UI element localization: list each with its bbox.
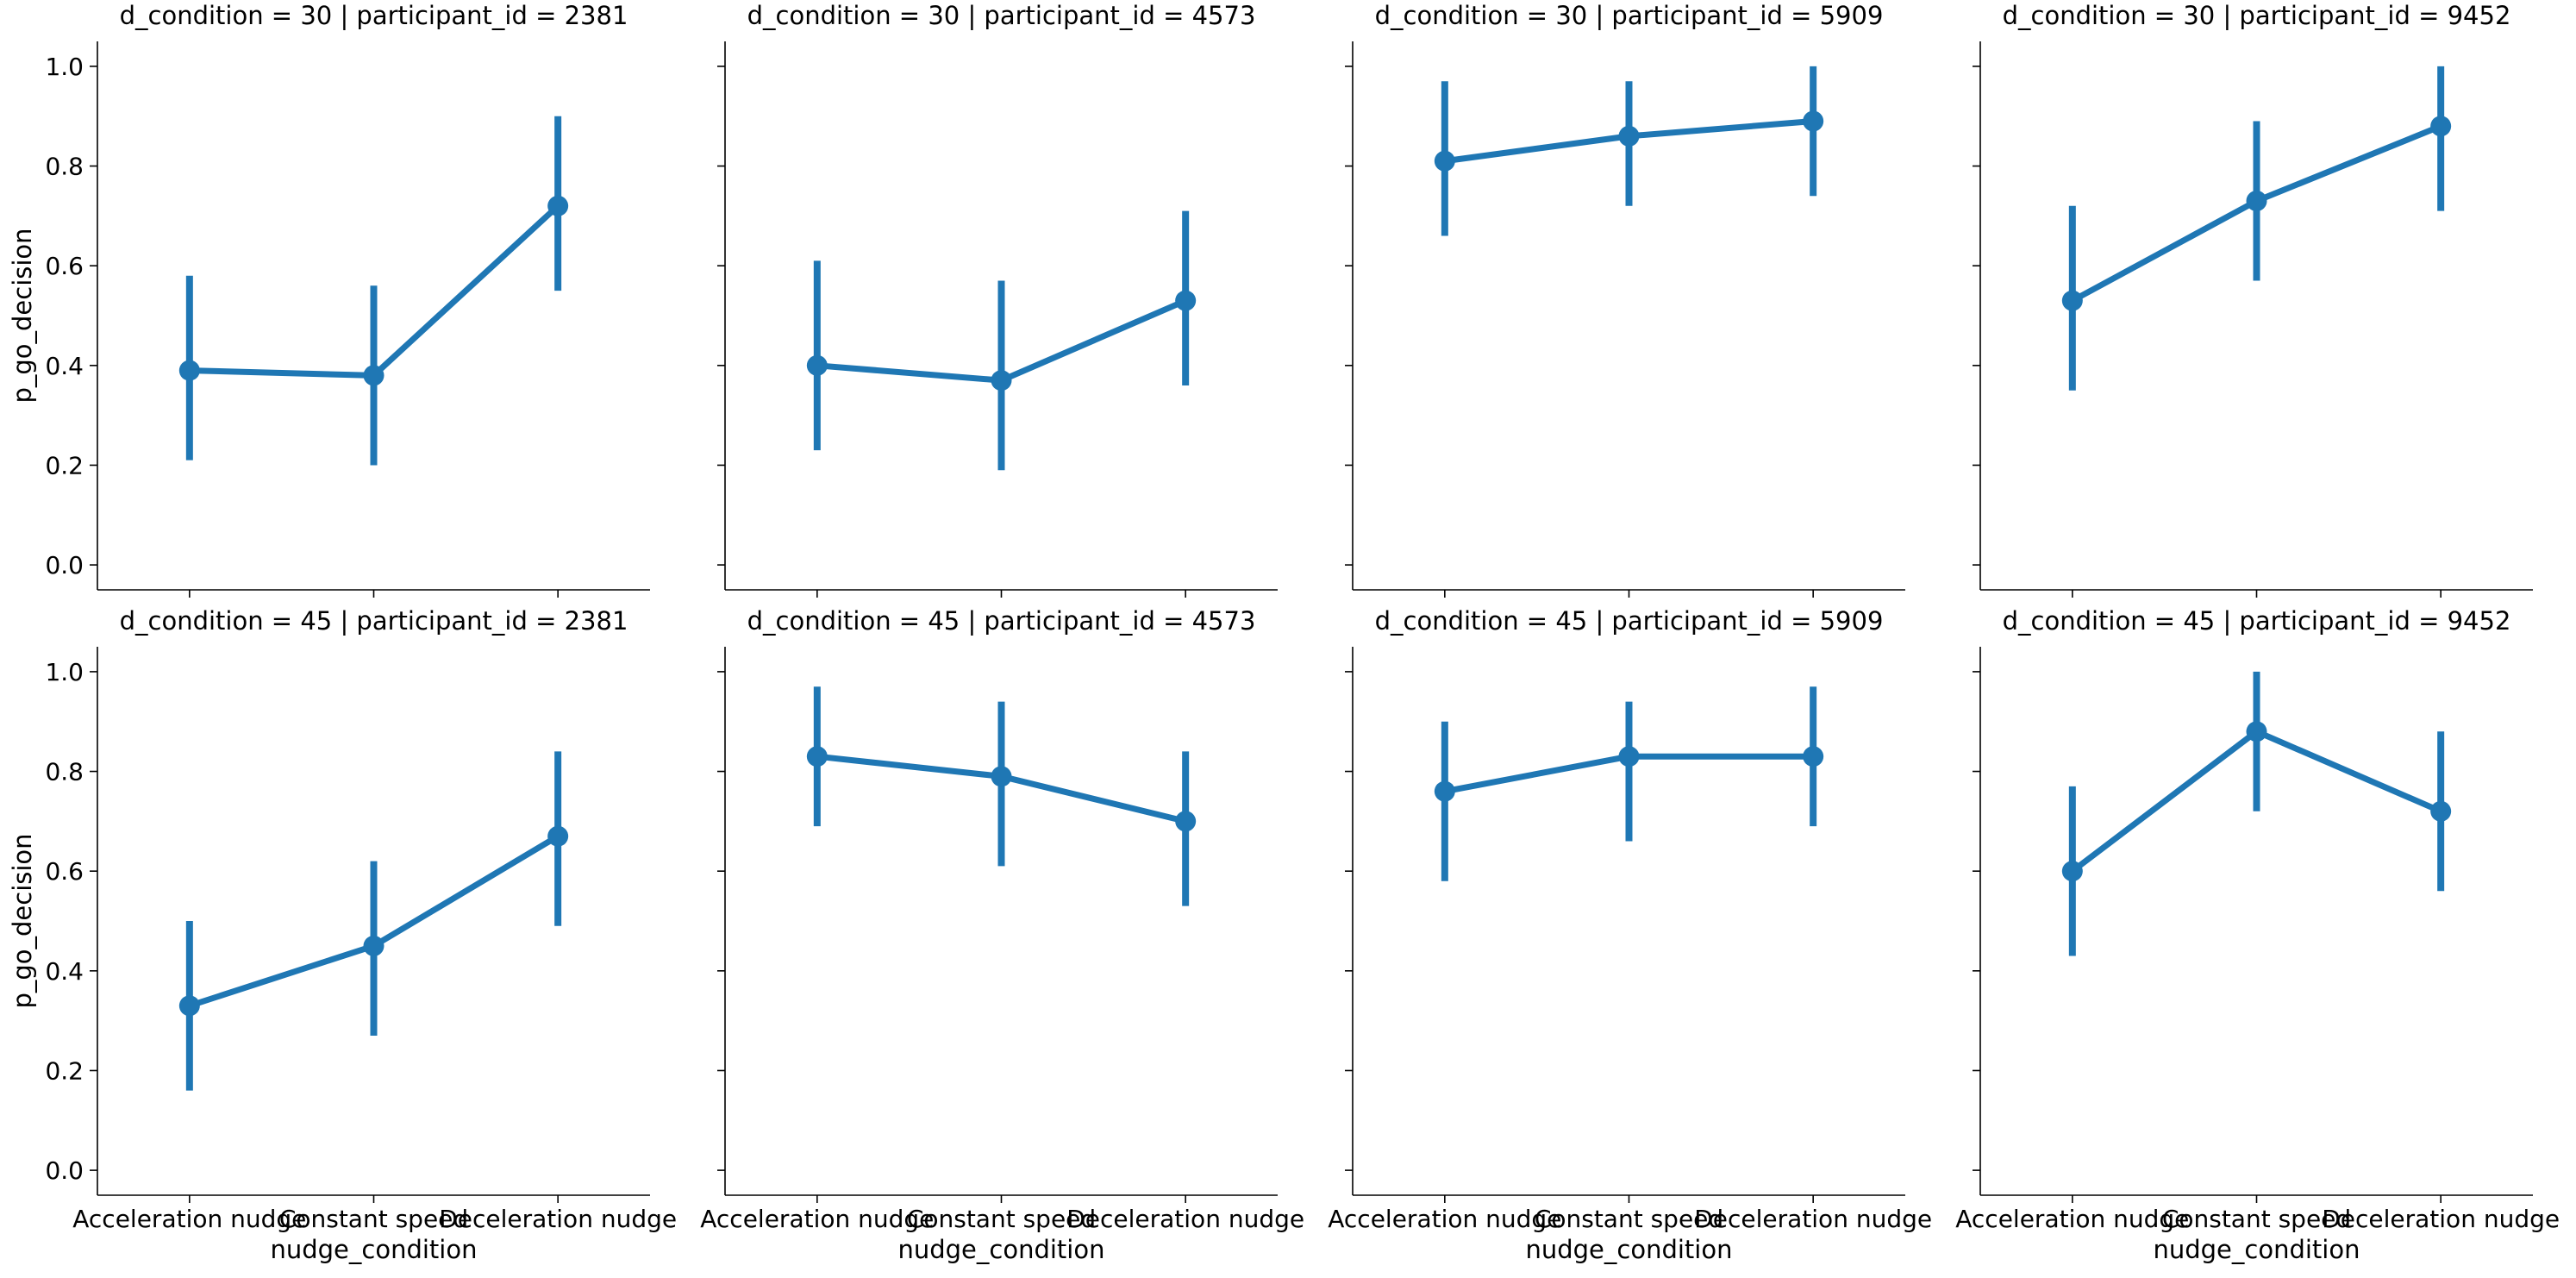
y-tick-label: 0.8 xyxy=(45,758,84,786)
y-axis-label: p_go_decision xyxy=(8,228,37,403)
facet-panel-2-4: d_condition = 45 | participant_id = 9452… xyxy=(1955,606,2560,1264)
data-point xyxy=(178,360,200,381)
y-tick-label: 1.0 xyxy=(45,53,84,81)
x-tick-label: Acceleration nudge xyxy=(700,1205,934,1233)
panel-title: d_condition = 30 | participant_id = 9452 xyxy=(2003,1,2511,30)
facet-panel-1-2: d_condition = 30 | participant_id = 4573 xyxy=(717,1,1278,598)
panel-title: d_condition = 45 | participant_id = 5909 xyxy=(1375,606,1884,636)
panel-title: d_condition = 45 | participant_id = 4573 xyxy=(747,606,1256,636)
data-point xyxy=(363,365,385,386)
data-point xyxy=(991,766,1012,787)
data-point xyxy=(1175,811,1197,832)
y-tick-label: 1.0 xyxy=(45,658,84,686)
data-point xyxy=(1803,746,1824,767)
y-tick-label: 0.0 xyxy=(45,551,84,579)
x-tick-label: Constant speed xyxy=(2162,1205,2351,1233)
data-point xyxy=(2246,721,2267,742)
x-tick-label: Constant speed xyxy=(1535,1205,1723,1233)
x-tick-label: Deceleration nudge xyxy=(1694,1205,1932,1233)
facet-panel-2-1: d_condition = 45 | participant_id = 2381… xyxy=(8,606,677,1264)
x-axis-label: nudge_condition xyxy=(270,1235,477,1264)
panel-title: d_condition = 30 | participant_id = 4573 xyxy=(747,1,1256,30)
x-axis-label: nudge_condition xyxy=(897,1235,1104,1264)
data-point xyxy=(178,995,200,1017)
data-point xyxy=(547,825,569,847)
x-tick-label: Constant speed xyxy=(279,1205,468,1233)
x-tick-label: Deceleration nudge xyxy=(1066,1205,1304,1233)
x-tick-label: Acceleration nudge xyxy=(72,1205,306,1233)
x-tick-label: Constant speed xyxy=(907,1205,1096,1233)
y-tick-label: 0.2 xyxy=(45,1056,84,1085)
data-point xyxy=(2246,191,2267,212)
y-tick-label: 0.4 xyxy=(45,957,84,986)
y-axis-label: p_go_decision xyxy=(8,833,37,1008)
facet-panel-2-3: d_condition = 45 | participant_id = 5909… xyxy=(1328,606,1932,1264)
x-tick-label: Acceleration nudge xyxy=(1955,1205,2189,1233)
data-point xyxy=(1434,780,1455,802)
data-point xyxy=(1618,746,1640,767)
data-point xyxy=(806,746,828,767)
y-tick-label: 0.4 xyxy=(45,352,84,380)
data-point xyxy=(2061,290,2083,311)
y-tick-label: 0.0 xyxy=(45,1156,84,1185)
facet-panel-2-2: d_condition = 45 | participant_id = 4573… xyxy=(700,606,1304,1264)
x-axis-label: nudge_condition xyxy=(2153,1235,2360,1264)
panel-title: d_condition = 45 | participant_id = 9452 xyxy=(2003,606,2511,636)
data-point xyxy=(2061,861,2083,882)
x-tick-label: Deceleration nudge xyxy=(439,1205,677,1233)
data-point xyxy=(1618,125,1640,147)
data-point xyxy=(2430,116,2452,137)
x-axis-label: nudge_condition xyxy=(1525,1235,1732,1264)
data-point xyxy=(1434,150,1455,172)
data-point xyxy=(547,195,569,216)
data-point xyxy=(2430,800,2452,822)
y-tick-label: 0.6 xyxy=(45,857,84,886)
y-tick-label: 0.8 xyxy=(45,153,84,181)
data-point xyxy=(363,935,385,956)
x-tick-label: Acceleration nudge xyxy=(1328,1205,1561,1233)
y-tick-label: 0.6 xyxy=(45,252,84,280)
facet-panel-1-1: d_condition = 30 | participant_id = 2381… xyxy=(8,1,650,598)
panel-title: d_condition = 45 | participant_id = 2381 xyxy=(120,606,628,636)
data-point xyxy=(1803,110,1824,132)
data-point xyxy=(806,354,828,376)
y-tick-label: 0.2 xyxy=(45,451,84,479)
data-point xyxy=(991,370,1012,392)
panel-title: d_condition = 30 | participant_id = 2381 xyxy=(120,1,628,30)
panel-title: d_condition = 30 | participant_id = 5909 xyxy=(1375,1,1884,30)
facet-panel-1-3: d_condition = 30 | participant_id = 5909 xyxy=(1345,1,1905,598)
data-point xyxy=(1175,290,1197,311)
x-tick-label: Deceleration nudge xyxy=(2322,1205,2560,1233)
facet-panel-1-4: d_condition = 30 | participant_id = 9452 xyxy=(1973,1,2533,598)
